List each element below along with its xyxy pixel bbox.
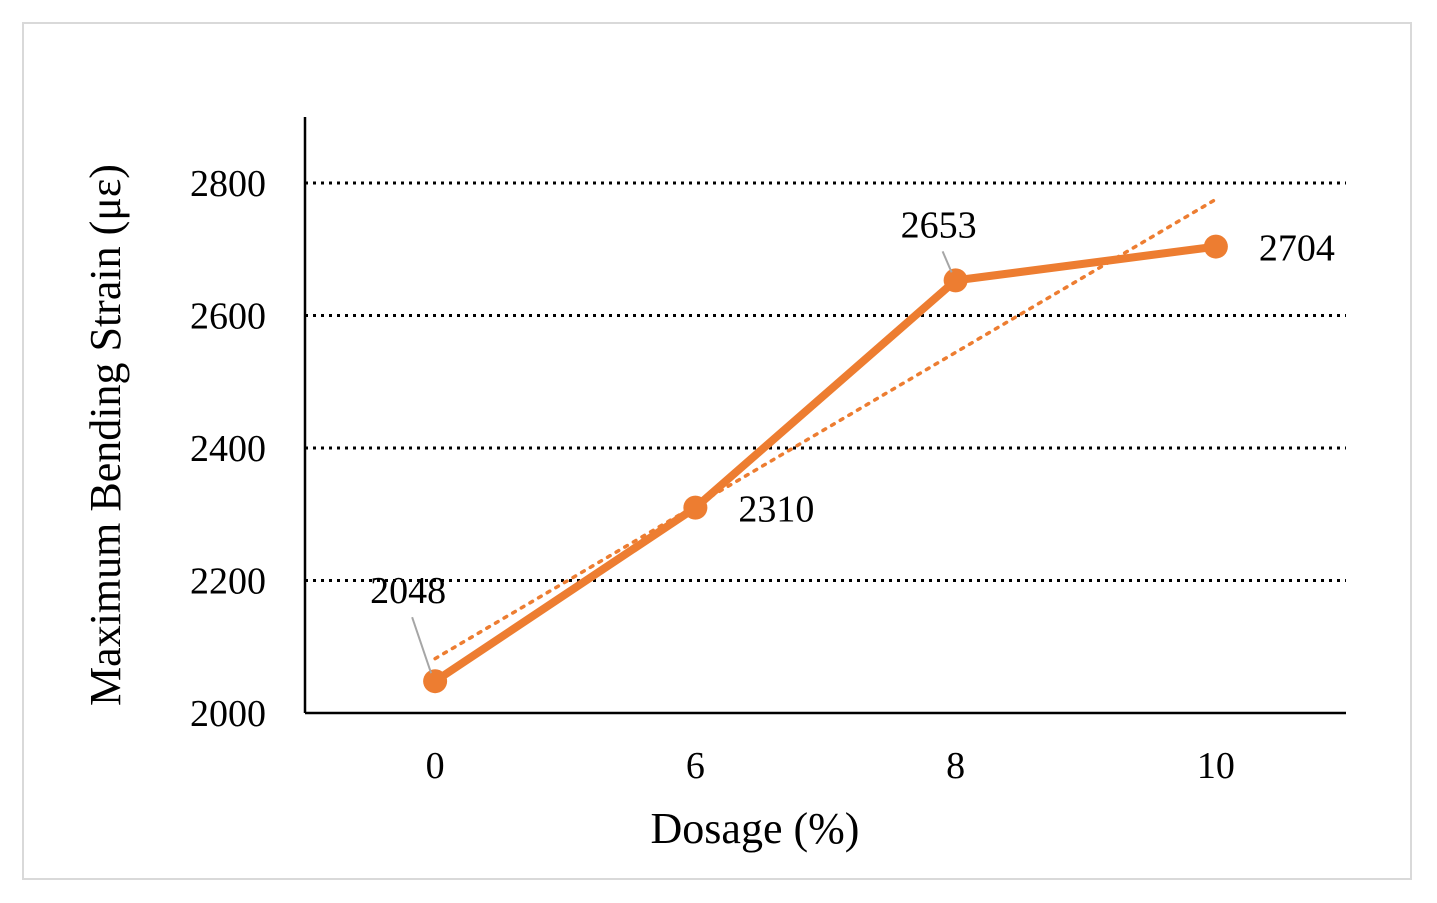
data-point <box>423 669 448 694</box>
data-label: 2653 <box>901 204 977 246</box>
y-tick-label: 2600 <box>190 296 266 338</box>
y-tick-label: 2200 <box>190 561 266 603</box>
y-tick-label: 2800 <box>190 163 266 205</box>
x-tick-label: 0 <box>426 745 445 787</box>
data-label-leader <box>411 616 433 674</box>
y-axis-title: Maximum Bending Strain (με) <box>81 164 130 706</box>
series-layer <box>423 234 1228 694</box>
data-label: 2704 <box>1259 228 1335 270</box>
data-label: 2048 <box>370 570 446 612</box>
data-label: 2310 <box>738 489 814 531</box>
axes <box>303 117 1346 715</box>
data-point <box>943 268 968 293</box>
y-tick-labels: 2000 2200 2400 2600 2800 <box>190 163 266 735</box>
trendline <box>433 197 1218 661</box>
y-tick-label: 2400 <box>190 428 266 470</box>
y-tick-label: 2000 <box>190 693 266 735</box>
gridlines <box>305 181 1346 582</box>
x-tick-labels: 0 6 8 10 <box>426 745 1235 787</box>
x-tick-label: 10 <box>1197 745 1235 787</box>
trendline-layer <box>433 197 1218 661</box>
series-line <box>431 242 1220 686</box>
x-axis-title: Dosage (%) <box>651 804 860 853</box>
data-label-leader <box>941 250 953 273</box>
data-point <box>683 495 708 520</box>
x-tick-label: 8 <box>946 745 965 787</box>
data-labels: 2048 2310 2653 2704 <box>370 204 1335 674</box>
data-point <box>1203 234 1228 259</box>
chart-frame <box>22 22 1412 880</box>
x-tick-label: 6 <box>686 745 705 787</box>
